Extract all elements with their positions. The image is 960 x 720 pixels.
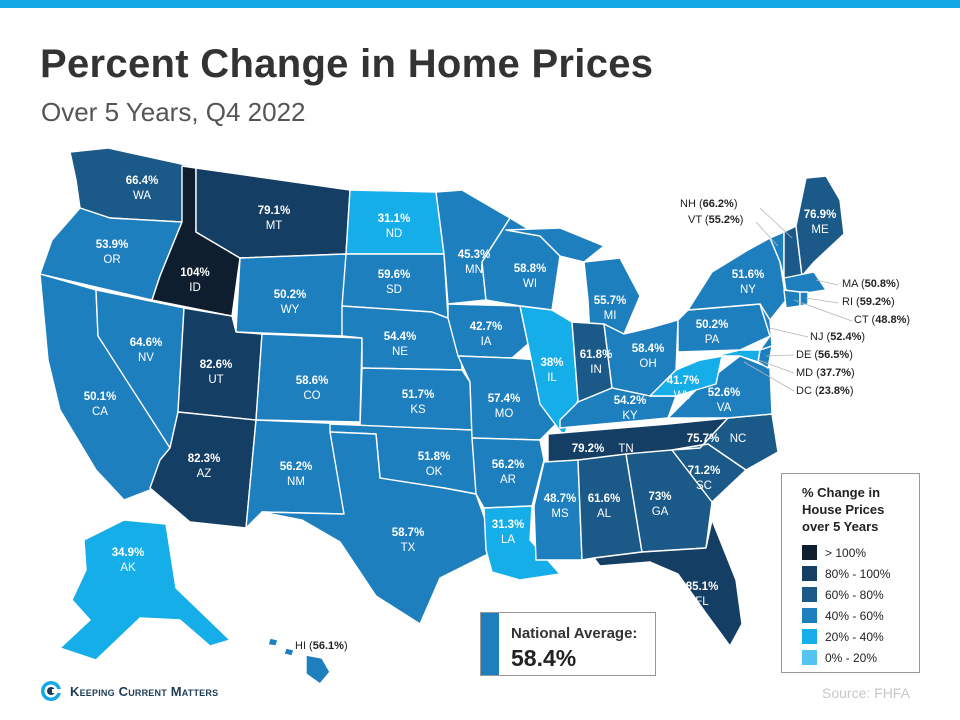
- label-FL: 85.1% FL: [686, 581, 719, 608]
- label-ID: 104% ID: [180, 267, 209, 294]
- label-IL: 38% IL: [540, 357, 563, 384]
- label-NM: 56.2% NM: [280, 461, 313, 488]
- label-OR: 53.9% OR: [96, 239, 129, 266]
- callout-DC: DC (23.8%): [796, 385, 854, 397]
- label-PA: 50.2% PA: [696, 319, 729, 346]
- label-MS: 48.7% MS: [544, 493, 577, 520]
- national-average-label: National Average:: [511, 625, 638, 642]
- national-average-value: 58.4%: [511, 645, 577, 671]
- state-TX: [261, 431, 497, 625]
- state-AR: [471, 437, 545, 509]
- legend-item: 0% - 20%: [802, 647, 909, 668]
- national-average-box: National Average: 58.4%: [480, 612, 656, 676]
- legend-item: 60% - 80%: [802, 584, 909, 605]
- legend-swatch: [802, 587, 817, 602]
- legend-item: > 100%: [802, 542, 909, 563]
- label-ND: 31.1% ND: [378, 213, 411, 240]
- label-WI: 58.8% WI: [514, 263, 547, 290]
- label-NE: 54.4% NE: [384, 331, 417, 358]
- label-CA: 50.1% CA: [84, 391, 117, 418]
- legend-swatch: [802, 566, 817, 581]
- state-MA: [783, 271, 827, 295]
- source-note: Source: FHFA: [822, 685, 910, 701]
- callout-MA: MA (50.8%): [842, 278, 900, 290]
- top-accent-bar: [0, 0, 960, 8]
- label-SD: 59.6% SD: [378, 269, 411, 296]
- label-AR: 56.2% AR: [492, 459, 525, 486]
- label-NY: 51.6% NY: [732, 269, 765, 296]
- legend-swatch: [802, 629, 817, 644]
- callout-VT: VT (55.2%): [688, 214, 744, 226]
- legend-swatch: [802, 545, 817, 560]
- state-CT: [783, 289, 801, 309]
- page-title: Percent Change in Home Prices: [40, 42, 654, 86]
- label-MT: 79.1% MT: [258, 205, 291, 232]
- legend-swatch: [802, 650, 817, 665]
- legend-title: % Change in House Prices over 5 Years: [802, 485, 885, 534]
- state-WI: [481, 217, 561, 311]
- callout-RI: RI (59.2%): [842, 296, 895, 308]
- legend-swatch: [802, 608, 817, 623]
- label-KY: 54.2% KY: [614, 395, 647, 422]
- label-NV: 64.6% NV: [130, 337, 163, 364]
- label-OK: 51.8% OK: [418, 451, 451, 478]
- callout-DE: DE (56.5%): [796, 349, 853, 361]
- legend: % Change in House Prices over 5 Years > …: [781, 473, 920, 673]
- kcm-logo-icon: [41, 681, 61, 701]
- state-AK: [59, 519, 231, 661]
- label-GA: 73% GA: [648, 491, 671, 518]
- legend-item: 20% - 40%: [802, 626, 909, 647]
- state-HI-1: [267, 637, 279, 647]
- state-LA: [483, 505, 561, 581]
- callout-NJ: NJ (52.4%): [810, 331, 866, 343]
- state-HI-2: [283, 647, 295, 657]
- label-OH: 58.4% OH: [632, 343, 665, 370]
- callout-HI: HI (56.1%): [295, 640, 348, 652]
- state-MD: [699, 349, 761, 363]
- label-MI: 55.7% MI: [594, 295, 627, 322]
- state-FL: [593, 519, 743, 647]
- label-CO: 58.6% CO: [296, 375, 329, 402]
- callout-leaders: [743, 207, 853, 392]
- label-WA: 66.4% WA: [126, 175, 159, 202]
- label-TX: 58.7% TX: [392, 527, 425, 554]
- label-MN: 45.3% MN: [458, 249, 491, 276]
- state-HI-3: [305, 654, 331, 685]
- callout-NH: NH (66.2%): [680, 198, 738, 210]
- legend-label: 40% - 60%: [825, 608, 884, 623]
- label-AZ: 82.3% AZ: [188, 453, 221, 480]
- legend-item: 40% - 60%: [802, 605, 909, 626]
- label-TN: 79.2% TN: [572, 443, 634, 455]
- label-SC: 71.2% SC: [688, 465, 721, 492]
- brand-name: Keeping Current Matters: [70, 683, 219, 699]
- label-KS: 51.7% KS: [402, 389, 435, 416]
- legend-label: 20% - 40%: [825, 629, 884, 644]
- label-LA: 31.3% LA: [492, 519, 525, 546]
- label-WY: 50.2% WY: [274, 289, 307, 316]
- label-ME: 76.9% ME: [804, 209, 837, 236]
- state-GA: [625, 449, 713, 553]
- callout-MD: MD (37.7%): [796, 367, 855, 379]
- label-AK: 34.9% AK: [112, 547, 145, 574]
- legend-item: 80% - 100%: [802, 563, 909, 584]
- page-subtitle: Over 5 Years, Q4 2022: [41, 97, 306, 127]
- label-VA: 52.6% VA: [708, 387, 741, 414]
- legend-label: 60% - 80%: [825, 587, 884, 602]
- label-IN: 61.8% IN: [580, 349, 613, 376]
- state-WV: [649, 355, 723, 397]
- national-average-bar: [481, 613, 499, 675]
- label-MO: 57.4% MO: [488, 393, 521, 420]
- label-WV: 41.7% WV: [667, 375, 700, 402]
- brand-logo: Keeping Current Matters: [40, 680, 218, 702]
- legend-label: 0% - 20%: [825, 650, 878, 665]
- label-NC: 75.7% NC: [687, 433, 747, 445]
- label-UT: 82.6% UT: [200, 359, 233, 386]
- label-AL: 61.6% AL: [588, 493, 621, 520]
- legend-label: 80% - 100%: [825, 566, 891, 581]
- label-IA: 42.7% IA: [470, 321, 503, 348]
- state-MS: [533, 459, 583, 561]
- legend-label: > 100%: [825, 545, 867, 560]
- callout-CT: CT (48.8%): [854, 314, 911, 326]
